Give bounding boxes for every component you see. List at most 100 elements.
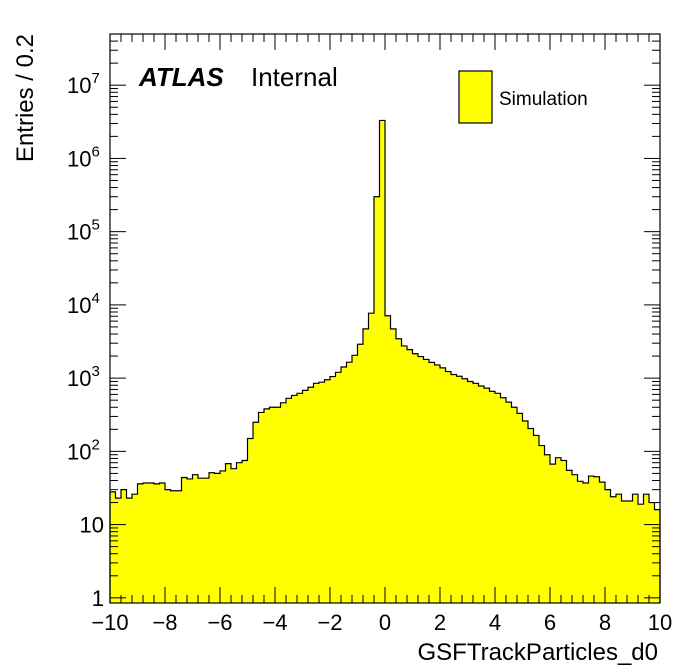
histogram-bar (352, 355, 358, 603)
y-axis-title: Entries / 0.2 (12, 34, 39, 162)
x-axis-title: GSFTrackParticles_d0 (417, 639, 658, 666)
axis-ticks (109, 33, 661, 603)
histogram-bar (385, 315, 391, 603)
histogram-bar (434, 365, 441, 603)
histogram-bar (412, 353, 419, 603)
histogram-bar (511, 407, 518, 603)
y-tick-label: 107 (67, 70, 100, 98)
x-tick-label: −4 (262, 610, 287, 635)
histogram-bar (506, 402, 512, 603)
histogram-bar (368, 313, 375, 603)
x-tick-label: −2 (317, 610, 342, 635)
x-tick-label: 4 (489, 610, 501, 635)
histogram-bar (291, 395, 298, 603)
y-tick-label: 102 (67, 436, 100, 464)
histogram-bar (396, 338, 402, 603)
histogram-bar (236, 462, 243, 603)
y-tick-label: 10 (80, 513, 104, 538)
histogram-bar (335, 372, 342, 603)
histogram-bar (484, 388, 490, 603)
histogram-bar (649, 502, 655, 603)
histogram-bar (533, 435, 540, 603)
histogram-bar (148, 482, 155, 603)
histogram-bar (110, 491, 116, 603)
histogram-bar (269, 407, 276, 603)
histogram-bar (423, 359, 430, 603)
y-tick-label: 106 (67, 143, 100, 171)
histogram-bar (115, 498, 122, 603)
legend-label-simulation: Simulation (499, 89, 588, 110)
histogram-bar (407, 349, 413, 603)
histogram-bar (363, 328, 369, 603)
histogram-bar (181, 477, 188, 603)
y-tick-label: 1 (92, 586, 104, 611)
histogram-bar (379, 120, 386, 604)
histogram-bar (176, 490, 182, 603)
histogram-bar (330, 376, 336, 603)
histogram-bar (638, 504, 644, 603)
histogram-bar (121, 489, 127, 603)
x-tick-label: −8 (152, 610, 177, 635)
histogram-bar (495, 393, 501, 603)
x-tick-label: 8 (599, 610, 611, 635)
x-tick-label: −10 (91, 610, 128, 635)
histogram-bar (137, 483, 144, 603)
histogram-bar (588, 476, 595, 603)
y-tick-labels: 1 10 102 103 104 105 106 107 (67, 70, 104, 611)
histogram-bar (632, 494, 639, 603)
histogram-bar (214, 473, 221, 603)
histogram-bar (555, 457, 562, 603)
histogram-bar (187, 478, 193, 603)
histogram-bar (577, 481, 584, 603)
histogram-bar (539, 445, 545, 603)
internal-label: Internal (251, 62, 338, 92)
histogram-bar (258, 412, 265, 603)
histogram-bar (247, 438, 254, 603)
x-tick-label: −6 (207, 610, 232, 635)
histogram-bar (566, 470, 573, 603)
histogram-bar (192, 474, 199, 603)
histogram-bar (302, 390, 309, 603)
histogram-bar (220, 470, 226, 603)
histogram-bar (517, 413, 523, 603)
histogram-bar (203, 478, 210, 603)
histogram-bar (500, 397, 507, 603)
histogram-bar (170, 490, 177, 603)
y-tick-label: 103 (67, 363, 100, 391)
x-tick-label: 2 (434, 610, 446, 635)
histogram-bar (594, 476, 600, 603)
histogram-bar (280, 402, 287, 603)
histogram-bar (346, 362, 353, 603)
histogram-bars (110, 120, 661, 604)
x-tick-label: 6 (544, 610, 556, 635)
x-tick-labels: −10 −8 −6 −4 −2 0 2 4 6 8 10 (91, 610, 672, 635)
legend: Simulation (458, 70, 588, 124)
histogram-bar (418, 356, 424, 603)
histogram-bar (159, 482, 166, 603)
histogram-bar (401, 345, 408, 603)
histogram-bar (198, 478, 204, 603)
histogram-bar (264, 408, 270, 603)
histogram-bar (390, 328, 397, 603)
y-tick-label: 104 (67, 290, 100, 318)
histogram-bar (654, 509, 661, 603)
histogram-bar (242, 460, 248, 603)
histogram-bar (473, 383, 479, 603)
histogram-bar (561, 460, 567, 603)
histogram-outline (109, 119, 661, 603)
histogram-bar (528, 428, 534, 603)
y-tick-label: 105 (67, 217, 100, 245)
histogram-bar (627, 500, 633, 603)
histogram-bar (165, 489, 171, 603)
histogram-bar (209, 472, 215, 603)
histogram-bar (456, 376, 463, 603)
histogram-bar (572, 474, 578, 603)
histogram-bar (616, 494, 622, 603)
histogram-bar (374, 196, 380, 603)
histogram-bar (297, 393, 303, 603)
histogram-bar (429, 362, 435, 603)
histogram-bar (610, 496, 617, 603)
histogram-bar (357, 344, 364, 603)
histogram-bar (489, 391, 496, 603)
histogram-bar (478, 386, 485, 603)
